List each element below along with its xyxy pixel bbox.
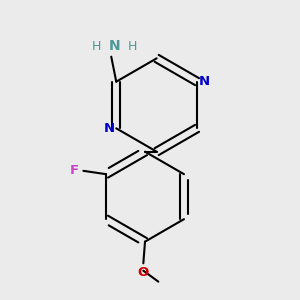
Text: N: N xyxy=(199,75,210,88)
Text: F: F xyxy=(70,164,80,177)
Text: N: N xyxy=(103,122,115,135)
Text: H: H xyxy=(92,40,101,53)
Text: O: O xyxy=(138,266,149,279)
Text: N: N xyxy=(109,39,120,53)
Text: H: H xyxy=(128,40,137,53)
